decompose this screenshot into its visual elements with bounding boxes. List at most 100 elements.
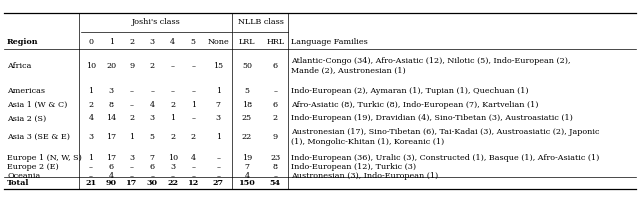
Text: 9: 9 (129, 62, 134, 70)
Text: 3: 3 (88, 133, 93, 141)
Text: –: – (150, 172, 154, 180)
Text: –: – (89, 163, 93, 171)
Text: Indo-European (36), Uralic (3), Constructed (1), Basque (1), Afro-Asiatic (1): Indo-European (36), Uralic (3), Construc… (291, 154, 600, 162)
Text: 17: 17 (106, 133, 116, 141)
Text: 0: 0 (88, 38, 93, 46)
Text: 54: 54 (269, 179, 281, 187)
Text: 22: 22 (167, 179, 179, 187)
Text: –: – (171, 87, 175, 95)
Text: 19: 19 (242, 154, 252, 162)
Text: 5: 5 (150, 133, 155, 141)
Text: –: – (191, 114, 195, 122)
Text: 3: 3 (170, 163, 175, 171)
Text: Austronesian (3), Indo-European (1): Austronesian (3), Indo-European (1) (291, 172, 438, 180)
Text: 7: 7 (216, 101, 221, 109)
Text: 3: 3 (216, 114, 221, 122)
Text: 1: 1 (170, 114, 175, 122)
Text: 2: 2 (150, 62, 155, 70)
Text: 1: 1 (216, 87, 221, 95)
Text: –: – (150, 87, 154, 95)
Text: –: – (191, 87, 195, 95)
Text: –: – (191, 172, 195, 180)
Text: 2: 2 (170, 101, 175, 109)
Text: 2: 2 (129, 38, 134, 46)
Text: 3: 3 (150, 38, 155, 46)
Text: 1: 1 (88, 154, 93, 162)
Text: 30: 30 (147, 179, 158, 187)
Text: 22: 22 (242, 133, 252, 141)
Text: Indo-European (2), Aymaran (1), Tupian (1), Quechuan (1): Indo-European (2), Aymaran (1), Tupian (… (291, 87, 529, 95)
Text: –: – (130, 172, 134, 180)
Text: Indo-European (12), Turkic (3): Indo-European (12), Turkic (3) (291, 163, 417, 171)
Text: 10: 10 (168, 154, 178, 162)
Text: 4: 4 (244, 172, 250, 180)
Text: Language Families: Language Families (291, 38, 368, 46)
Text: 18: 18 (242, 101, 252, 109)
Text: 1: 1 (191, 101, 196, 109)
Text: 50: 50 (242, 62, 252, 70)
Text: 15: 15 (213, 62, 223, 70)
Text: 14: 14 (106, 114, 116, 122)
Text: Africa: Africa (7, 62, 31, 70)
Text: Europe 2 (E): Europe 2 (E) (7, 163, 59, 171)
Text: Indo-European (19), Dravidian (4), Sino-Tibetan (3), Austroasiatic (1): Indo-European (19), Dravidian (4), Sino-… (291, 114, 573, 122)
Text: –: – (273, 172, 277, 180)
Text: Region: Region (7, 38, 38, 46)
Text: 4: 4 (88, 114, 93, 122)
Text: 6: 6 (273, 101, 278, 109)
Text: 10: 10 (86, 62, 96, 70)
Text: 2: 2 (88, 101, 93, 109)
Text: Asia 1 (W & C): Asia 1 (W & C) (7, 101, 67, 109)
Text: –: – (273, 87, 277, 95)
Text: 9: 9 (273, 133, 278, 141)
Text: –: – (191, 163, 195, 171)
Text: –: – (191, 62, 195, 70)
Text: 3: 3 (150, 114, 155, 122)
Text: Austronesian (17), Sino-Tibetan (6), Tai-Kadai (3), Austroasiatic (2), Japonic
(: Austronesian (17), Sino-Tibetan (6), Tai… (291, 128, 600, 146)
Text: –: – (130, 87, 134, 95)
Text: 2: 2 (129, 114, 134, 122)
Text: 25: 25 (242, 114, 252, 122)
Text: 2: 2 (273, 114, 278, 122)
Text: 17: 17 (106, 154, 116, 162)
Text: 90: 90 (106, 179, 117, 187)
Text: NLLB class: NLLB class (237, 19, 284, 26)
Text: 6: 6 (273, 62, 278, 70)
Text: 3: 3 (129, 154, 134, 162)
Text: 2: 2 (170, 133, 175, 141)
Text: 21: 21 (85, 179, 97, 187)
Text: –: – (130, 163, 134, 171)
Text: –: – (216, 163, 220, 171)
Text: –: – (216, 172, 220, 180)
Text: 4: 4 (109, 172, 114, 180)
Text: 1: 1 (88, 87, 93, 95)
Text: Americas: Americas (7, 87, 45, 95)
Text: Joshi's class: Joshi's class (132, 19, 180, 26)
Text: 12: 12 (188, 179, 199, 187)
Text: Afro-Asiatic (8), Turkic (8), Indo-European (7), Kartvelian (1): Afro-Asiatic (8), Turkic (8), Indo-Europ… (291, 101, 539, 109)
Text: –: – (216, 154, 220, 162)
Text: 4: 4 (150, 101, 155, 109)
Text: 6: 6 (150, 163, 155, 171)
Text: –: – (89, 172, 93, 180)
Text: 4: 4 (170, 38, 175, 46)
Text: 1: 1 (216, 133, 221, 141)
Text: None: None (207, 38, 229, 46)
Text: 7: 7 (244, 163, 250, 171)
Text: 5: 5 (191, 38, 196, 46)
Text: 5: 5 (244, 87, 250, 95)
Text: 6: 6 (109, 163, 114, 171)
Text: 2: 2 (191, 133, 196, 141)
Text: –: – (171, 62, 175, 70)
Text: Asia 2 (S): Asia 2 (S) (7, 114, 46, 122)
Text: 8: 8 (273, 163, 278, 171)
Text: Europe 1 (N, W, S): Europe 1 (N, W, S) (7, 154, 82, 162)
Text: 20: 20 (106, 62, 116, 70)
Text: –: – (171, 172, 175, 180)
Text: 1: 1 (129, 133, 134, 141)
Text: 27: 27 (212, 179, 224, 187)
Text: 7: 7 (150, 154, 155, 162)
Text: HRL: HRL (266, 38, 284, 46)
Text: Asia 3 (SE & E): Asia 3 (SE & E) (7, 133, 70, 141)
Text: Atlantic-Congo (34), Afro-Asiatic (12), Nilotic (5), Indo-European (2),
Mande (2: Atlantic-Congo (34), Afro-Asiatic (12), … (291, 57, 571, 75)
